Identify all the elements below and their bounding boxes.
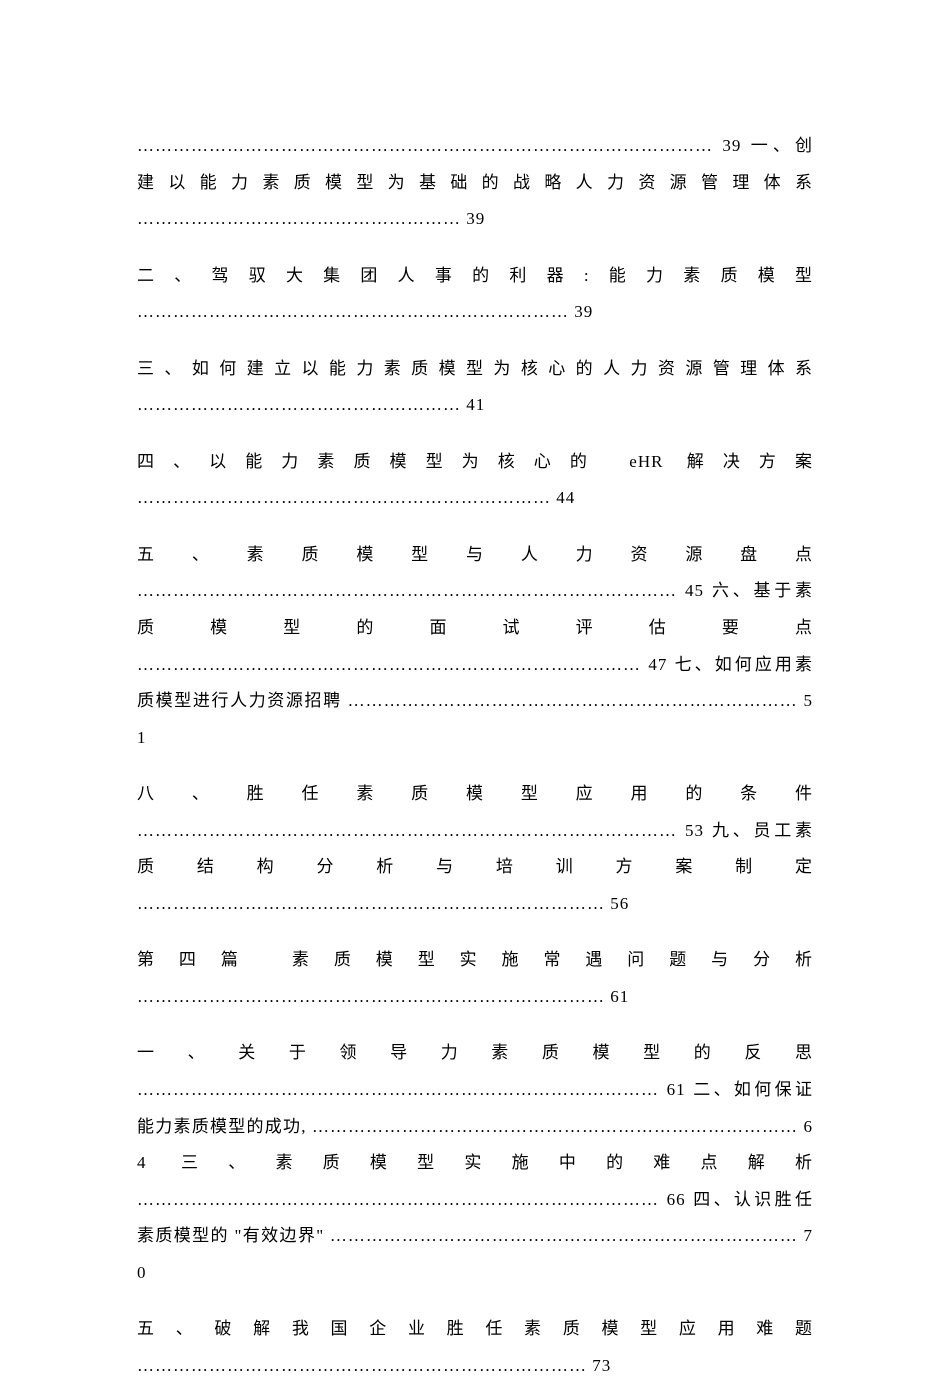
toc-entry: 四、以能力素质模型为核心的 eHR 解决方案 ……………………………………………… bbox=[137, 444, 813, 517]
toc-entry: 二、驾驭大集团人事的利器:能力素质模型 ……………………………………………………… bbox=[137, 258, 813, 331]
toc-entry: 第四篇 素质模型实施常遇问题与分析 …………………………………………………………… bbox=[137, 942, 813, 1015]
toc-entry: 一、关于领导力素质模型的反思 …………………………………………………………………… bbox=[137, 1035, 813, 1291]
toc-content: …………………………………………………………………………………… 39 一、创建… bbox=[137, 128, 813, 1384]
toc-entry: 五、破解我国企业胜任素质模型应用难题 ………………………………………………………… bbox=[137, 1311, 813, 1384]
toc-entry: 八、胜任素质模型应用的条件 ……………………………………………………………………… bbox=[137, 776, 813, 922]
toc-entry: 三、如何建立以能力素质模型为核心的人力资源管理体系 ……………………………………… bbox=[137, 351, 813, 424]
toc-entry: 五、素质模型与人力资源盘点 ……………………………………………………………………… bbox=[137, 537, 813, 756]
toc-entry: …………………………………………………………………………………… 39 一、创建… bbox=[137, 128, 813, 238]
